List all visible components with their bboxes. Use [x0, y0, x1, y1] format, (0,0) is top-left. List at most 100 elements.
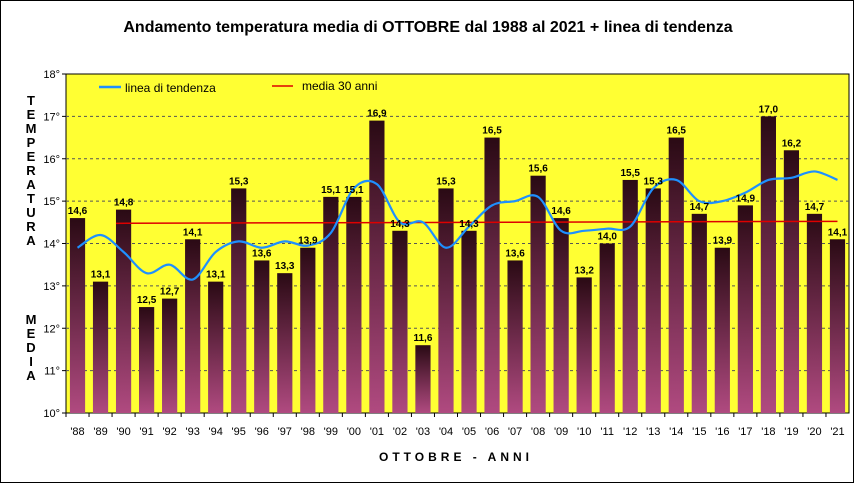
- x-tick-label: '10: [577, 426, 591, 438]
- bar-value-label: 14,6: [551, 206, 571, 217]
- x-tick-label: '16: [715, 426, 729, 438]
- bar-value-label: 12,5: [137, 295, 157, 306]
- bar: [392, 230, 408, 413]
- x-tick-label: '96: [255, 426, 269, 438]
- bar: [69, 218, 86, 413]
- x-tick-label: '92: [162, 426, 176, 438]
- bar-value-label: 16,5: [482, 126, 502, 137]
- bar-value-label: 11,6: [413, 333, 432, 344]
- y-tick-label: 17°: [43, 111, 60, 123]
- bar-value-label: 13,6: [505, 248, 525, 259]
- y-tick-label: 14°: [43, 239, 60, 251]
- bar-value-label: 16,5: [667, 126, 687, 137]
- x-tick-label: '09: [554, 426, 568, 438]
- bar: [829, 239, 846, 413]
- bar: [369, 120, 385, 414]
- legend-mean-label: media 30 anni: [302, 79, 377, 93]
- x-tick-label: '02: [393, 426, 407, 438]
- bar-value-label: 15,5: [620, 168, 640, 179]
- x-tick-label: '91: [139, 426, 153, 438]
- x-tick-label: '94: [209, 426, 223, 438]
- x-tick-label: '15: [692, 426, 706, 438]
- bar: [115, 209, 132, 413]
- bar-value-label: 13,1: [206, 270, 226, 281]
- y-tick-label: 15°: [43, 196, 60, 208]
- bar: [599, 243, 615, 413]
- x-tick-label: '89: [93, 426, 107, 438]
- bar-value-label: 15,1: [321, 185, 341, 196]
- x-tick-label: '12: [623, 426, 637, 438]
- bar: [783, 150, 800, 413]
- x-tick-label: '11: [600, 426, 614, 438]
- bar: [530, 175, 546, 413]
- bar-value-label: 14,3: [390, 219, 410, 230]
- y-tick-label: 18°: [43, 69, 60, 81]
- x-tick-label: '08: [531, 426, 545, 438]
- x-tick-label: '01: [370, 426, 384, 438]
- x-axis-label: OTTOBRE - ANNI: [379, 450, 533, 464]
- bar-value-label: 15,3: [644, 176, 664, 187]
- bar-value-label: 15,3: [229, 176, 249, 187]
- bar-value-label: 15,6: [528, 164, 548, 175]
- bar-value-label: 14,9: [736, 193, 756, 204]
- bar: [553, 218, 569, 413]
- bar-value-label: 16,2: [782, 138, 802, 149]
- y-tick-label: 13°: [43, 281, 60, 293]
- bar-value-label: 15,3: [436, 176, 456, 187]
- bar: [714, 247, 730, 413]
- x-tick-label: '95: [232, 426, 246, 438]
- bar: [323, 196, 339, 413]
- x-tick-label: '88: [70, 426, 84, 438]
- bar-value-label: 13,1: [91, 270, 111, 281]
- bar: [300, 247, 316, 413]
- mean-line: [115, 220, 838, 225]
- x-tick-label: '98: [301, 426, 315, 438]
- bar: [208, 281, 224, 413]
- bar-value-label: 13,9: [713, 236, 733, 247]
- bar: [185, 239, 201, 413]
- bar: [461, 230, 477, 413]
- x-tick-label: '20: [807, 426, 821, 438]
- x-tick-label: '21: [830, 426, 844, 438]
- x-tick-label: '99: [324, 426, 338, 438]
- bar-value-label: 12,7: [160, 287, 180, 298]
- x-tick-label: '13: [646, 426, 660, 438]
- bar-value-label: 14,1: [828, 227, 848, 238]
- x-tick-label: '97: [278, 426, 292, 438]
- x-tick-label: '03: [416, 426, 430, 438]
- bar: [484, 137, 500, 413]
- x-tick-label: '19: [784, 426, 798, 438]
- bar: [415, 345, 431, 413]
- bar-value-label: 14,0: [597, 232, 617, 243]
- bar-value-label: 14,7: [805, 202, 825, 213]
- bar-value-label: 17,0: [759, 104, 779, 115]
- trend-line: [76, 170, 838, 281]
- bar: [691, 213, 707, 413]
- bar-value-label: 16,9: [367, 109, 387, 120]
- x-tick-label: '04: [439, 426, 453, 438]
- chart-title: Andamento temperatura media di OTTOBRE d…: [123, 19, 733, 36]
- bar-value-label: 14,3: [459, 219, 479, 230]
- x-tick-label: '17: [738, 426, 752, 438]
- y-tick-label: 12°: [43, 323, 60, 335]
- x-tick-label: '05: [462, 426, 476, 438]
- x-tick-label: '93: [185, 426, 199, 438]
- bar-value-label: 14,8: [114, 198, 134, 209]
- bar: [737, 205, 753, 413]
- bar: [668, 137, 684, 413]
- bar: [139, 307, 155, 413]
- legend-trend-label: linea di tendenza: [125, 81, 216, 95]
- y-tick-label: 11°: [44, 366, 60, 378]
- x-tick-label: '14: [669, 426, 683, 438]
- x-tick-label: '18: [761, 426, 775, 438]
- bar: [645, 188, 661, 413]
- bar: [277, 273, 293, 413]
- bar: [760, 116, 776, 413]
- bar: [806, 213, 823, 413]
- bar: [576, 277, 592, 413]
- bar-value-label: 13,6: [252, 248, 272, 259]
- bar-value-label: 14,1: [183, 227, 203, 238]
- bar: [346, 196, 362, 413]
